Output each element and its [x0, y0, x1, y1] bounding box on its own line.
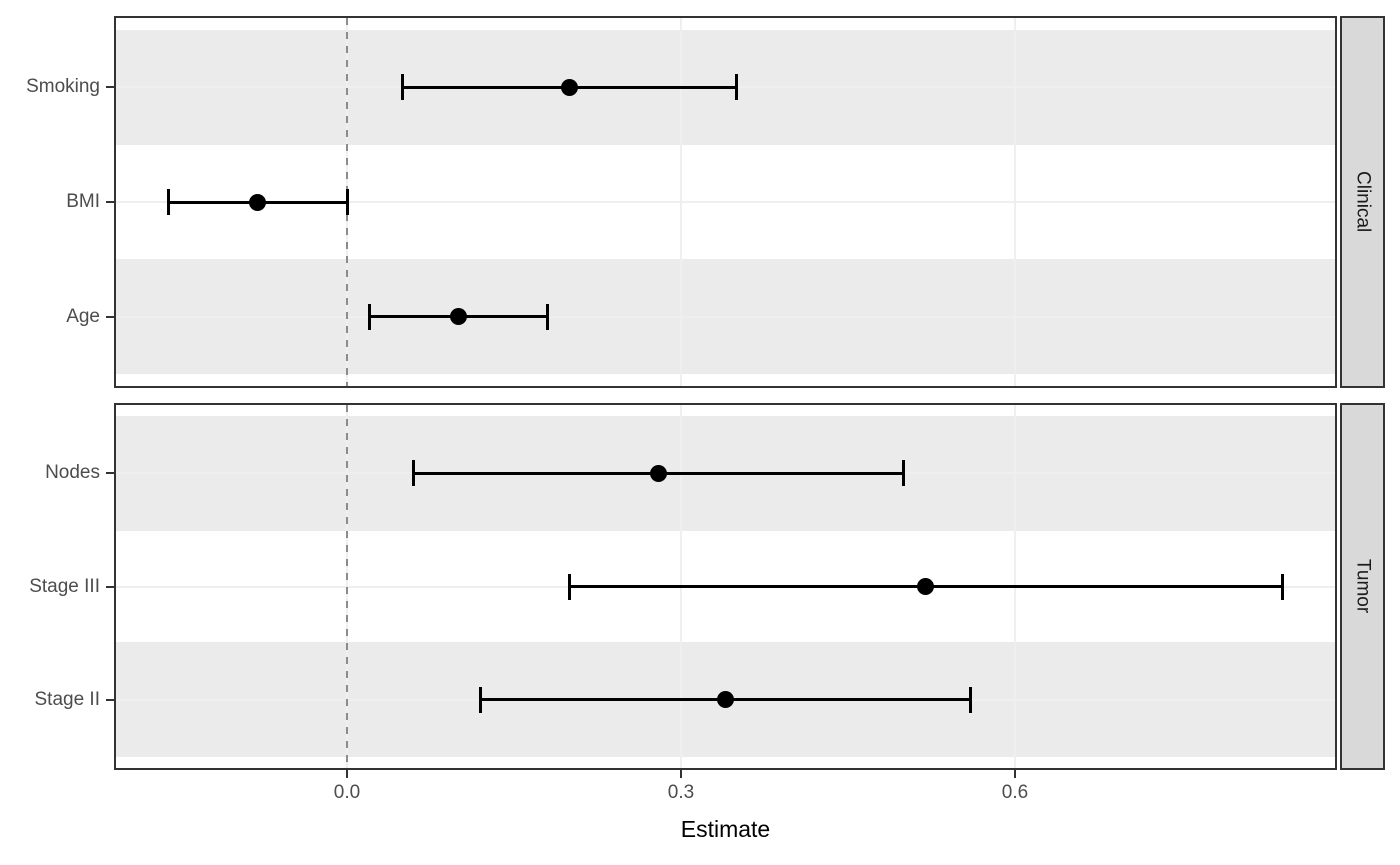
reference-line — [346, 405, 349, 768]
error-bar-cap-high — [735, 74, 739, 101]
error-bar-cap-low — [479, 686, 483, 713]
x-axis-title: Estimate — [680, 816, 771, 842]
error-bar-cap-high — [968, 686, 972, 713]
y-axis-label: Stage II — [34, 688, 101, 710]
y-tick-mark — [106, 201, 114, 203]
x-tick-mark — [346, 770, 349, 778]
y-tick-mark — [106, 86, 114, 89]
y-tick-mark — [106, 698, 114, 701]
error-bar-cap-low — [367, 303, 371, 330]
facet-panel — [114, 16, 1337, 388]
y-tick-mark — [106, 585, 114, 588]
y-axis-label: Age — [66, 305, 100, 327]
y-axis-label: Smoking — [26, 76, 100, 98]
estimate-point — [917, 578, 935, 595]
error-bar-cap-high — [1280, 573, 1284, 600]
x-tick-mark — [680, 770, 683, 778]
x-tick-label: 0.6 — [1001, 782, 1029, 803]
facet-strip-label: Tumor — [1352, 559, 1374, 614]
y-tick-mark — [106, 472, 114, 475]
facet-strip-label: Clinical — [1352, 171, 1374, 233]
y-gridline — [116, 315, 1335, 318]
error-bar-cap-low — [412, 460, 416, 487]
x-tick-label: 0.3 — [667, 782, 695, 803]
error-bar-cap-high — [545, 303, 549, 330]
y-axis-label: Nodes — [45, 462, 100, 484]
error-bar-cap-low — [568, 573, 572, 600]
y-axis-label: BMI — [66, 191, 100, 212]
facet-strip: Clinical — [1340, 16, 1385, 388]
error-bar-cap-low — [401, 74, 405, 101]
error-bar-cap-low — [167, 189, 171, 215]
y-gridline — [116, 201, 1335, 203]
x-tick-label: 0.0 — [333, 782, 361, 803]
error-bar-cap-high — [345, 189, 349, 215]
y-axis-label: Stage III — [29, 575, 100, 597]
estimate-point — [717, 691, 735, 709]
estimate-point — [561, 78, 579, 96]
y-tick-mark — [106, 315, 114, 318]
estimate-point — [249, 193, 267, 211]
facet-panel — [114, 403, 1337, 770]
x-tick-mark — [1014, 770, 1017, 778]
estimate-point — [449, 308, 467, 326]
facet-strip: Tumor — [1340, 403, 1385, 770]
error-bar-cap-high — [902, 460, 906, 487]
estimate-point — [650, 464, 668, 482]
